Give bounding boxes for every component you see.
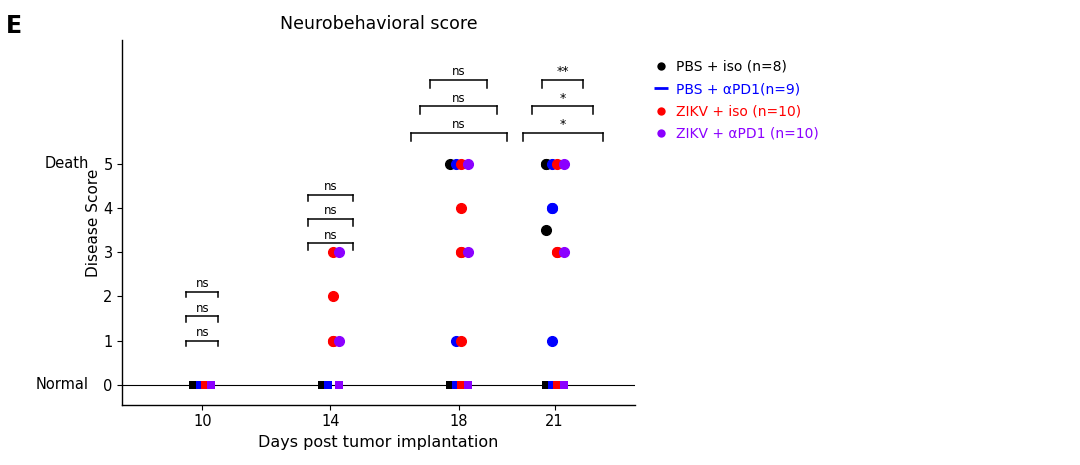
Text: ns: ns [324, 229, 337, 242]
Text: ns: ns [324, 180, 337, 193]
Text: ns: ns [195, 277, 210, 290]
Text: ns: ns [324, 204, 337, 217]
Text: **: ** [556, 65, 569, 78]
Text: ns: ns [451, 118, 465, 131]
X-axis label: Days post tumor implantation: Days post tumor implantation [258, 435, 499, 450]
Text: ns: ns [195, 302, 210, 314]
Text: ns: ns [195, 326, 210, 339]
Text: ns: ns [451, 65, 465, 78]
Y-axis label: Disease Score: Disease Score [85, 168, 100, 277]
Text: ns: ns [451, 92, 465, 105]
Text: Normal: Normal [36, 377, 90, 392]
Text: *: * [559, 118, 566, 131]
Legend: PBS + iso (n=8), PBS + αPD1(n=9), ZIKV + iso (n=10), ZIKV + αPD1 (n=10): PBS + iso (n=8), PBS + αPD1(n=9), ZIKV +… [647, 54, 824, 146]
Text: E: E [5, 14, 22, 38]
Text: *: * [559, 92, 566, 105]
Text: Death: Death [44, 156, 90, 172]
Title: Neurobehavioral score: Neurobehavioral score [280, 15, 477, 33]
